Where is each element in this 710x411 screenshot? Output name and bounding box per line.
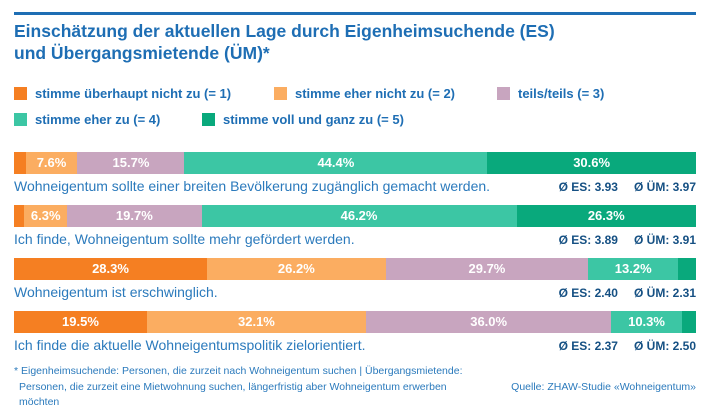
mean-um: Ø ÜM: 3.91: [633, 233, 696, 247]
category-label: Ich finde, Wohneigentum sollte mehr gefö…: [14, 231, 355, 247]
bar-segment: 13.2%: [588, 258, 679, 280]
legend-item: stimme überhaupt nicht zu (= 1): [14, 86, 274, 101]
mean-es: Ø ES: 2.37: [558, 339, 618, 353]
legend-swatch-icon: [14, 113, 27, 126]
chart-legend: stimme überhaupt nicht zu (= 1) stimme eh…: [14, 85, 696, 137]
title-line-1: Einschätzung der aktuellen Lage durch Ei…: [14, 21, 555, 41]
mean-stats: Ø ES: 3.89 Ø ÜM: 3.91: [559, 233, 696, 247]
bar-segment: [678, 258, 696, 280]
bar-label-line: Ich finde die aktuelle Wohneigentumspoli…: [14, 337, 696, 353]
chart-row: 19.5% 32.1% 36.0% 10.3% Ich finde die aktuel…: [14, 311, 696, 364]
stacked-bar: 19.5% 32.1% 36.0% 10.3%: [14, 311, 696, 333]
legend-item: teils/teils (= 3): [497, 86, 604, 101]
category-label: Wohneigentum ist erschwinglich.: [14, 284, 218, 300]
bar-segment: [14, 152, 26, 174]
mean-stats: Ø ES: 3.93 Ø ÜM: 3.97: [559, 180, 696, 194]
bar-label-line: Wohneigentum sollte einer breiten Bevölk…: [14, 178, 696, 194]
chart-row: 7.6% 15.7% 44.4% 30.6% Wohneigentum sollte e…: [14, 152, 696, 205]
bar-segment: 32.1%: [146, 311, 366, 333]
bar-segment: 44.4%: [184, 152, 488, 174]
mean-es: Ø ES: 2.40: [558, 286, 618, 300]
legend-item: stimme eher zu (= 4): [14, 112, 202, 127]
bar-segment: 19.5%: [14, 311, 147, 333]
legend-swatch-icon: [202, 113, 215, 126]
legend-label: stimme eher zu (= 4): [35, 112, 161, 127]
stacked-bar: 7.6% 15.7% 44.4% 30.6%: [14, 152, 696, 174]
mean-um: Ø ÜM: 2.50: [633, 339, 696, 353]
bar-segment: 28.3%: [14, 258, 207, 280]
mean-um: Ø ÜM: 3.97: [633, 180, 696, 194]
title-line-2: und Übergangsmietende (ÜM)*: [14, 42, 270, 63]
mean-es: Ø ES: 3.89: [558, 233, 618, 247]
category-label: Ich finde die aktuelle Wohneigentumspoli…: [14, 337, 366, 353]
bar-segment: 29.7%: [385, 258, 589, 280]
chart-row: 28.3% 26.2% 29.7% 13.2% Wohneigentum ist ers…: [14, 258, 696, 311]
bar-segment: 30.6%: [487, 152, 696, 174]
source-credit: Quelle: ZHAW-Studie «Wohneigentum»: [511, 381, 696, 393]
mean-es: Ø ES: 3.93: [558, 180, 618, 194]
legend-swatch-icon: [274, 87, 287, 100]
bar-segment: 26.2%: [207, 258, 386, 280]
bar-segment: 15.7%: [77, 152, 185, 174]
chart-row: 6.3% 19.7% 46.2% 26.3% Ich finde, Wohneigent…: [14, 205, 696, 258]
bar-label-line: Ich finde, Wohneigentum sollte mehr gefö…: [14, 231, 696, 247]
legend-item: stimme voll und ganz zu (= 5): [202, 112, 404, 127]
bar-segment: [681, 311, 696, 333]
legend-row: stimme eher zu (= 4) stimme voll und ganz…: [14, 111, 696, 128]
legend-swatch-icon: [14, 87, 27, 100]
legend-label: stimme voll und ganz zu (= 5): [223, 112, 404, 127]
bar-segment: 46.2%: [201, 205, 517, 227]
legend-swatch-icon: [497, 87, 510, 100]
category-label: Wohneigentum sollte einer breiten Bevölk…: [14, 178, 491, 194]
bar-segment: 26.3%: [516, 205, 696, 227]
footnote: * Eigenheimsuchende: Personen, die zurze…: [14, 364, 484, 411]
chart-rows: 7.6% 15.7% 44.4% 30.6% Wohneigentum sollte e…: [14, 152, 696, 364]
bar-label-line: Wohneigentum ist erschwinglich. Ø ES: 2.4…: [14, 284, 696, 300]
bar-segment: 10.3%: [611, 311, 682, 333]
mean-um: Ø ÜM: 2.31: [633, 286, 696, 300]
stacked-bar: 6.3% 19.7% 46.2% 26.3%: [14, 205, 696, 227]
legend-item: stimme eher nicht zu (= 2): [274, 86, 497, 101]
legend-label: teils/teils (= 3): [518, 86, 605, 101]
footnote-line-2: Personen, die zurzeit eine Mietwohnung s…: [19, 380, 447, 409]
bar-segment: 7.6%: [25, 152, 78, 174]
mean-stats: Ø ES: 2.40 Ø ÜM: 2.31: [559, 286, 696, 300]
page-title: Einschätzung der aktuellen Lage durch Ei…: [14, 21, 555, 64]
bar-segment: 36.0%: [365, 311, 612, 333]
stacked-bar: 28.3% 26.2% 29.7% 13.2%: [14, 258, 696, 280]
bar-segment: 6.3%: [24, 205, 68, 227]
mean-stats: Ø ES: 2.37 Ø ÜM: 2.50: [559, 339, 696, 353]
footnote-line-1: * Eigenheimsuchende: Personen, die zurze…: [14, 365, 463, 377]
legend-label: stimme eher nicht zu (= 2): [295, 86, 456, 101]
top-rule: [14, 12, 696, 15]
bar-segment: 19.7%: [67, 205, 202, 227]
legend-label: stimme überhaupt nicht zu (= 1): [35, 86, 232, 101]
bar-segment: [14, 205, 25, 227]
legend-row: stimme überhaupt nicht zu (= 1) stimme eh…: [14, 85, 696, 102]
